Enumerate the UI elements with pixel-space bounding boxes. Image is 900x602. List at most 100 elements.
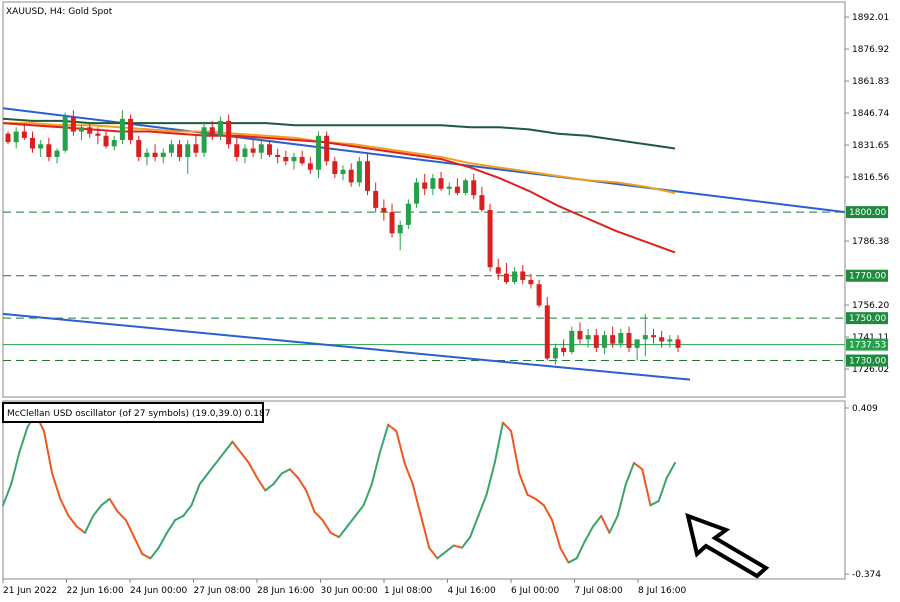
candle xyxy=(503,263,509,285)
candle-body xyxy=(160,152,166,157)
oscillator-segment xyxy=(256,476,267,492)
level-tag xyxy=(846,206,888,219)
candle-body xyxy=(569,330,575,353)
oscillator-segment xyxy=(92,504,103,517)
oscillator-segment xyxy=(419,514,431,549)
candle xyxy=(136,135,142,162)
candle xyxy=(365,152,371,196)
oscillator-segment xyxy=(67,514,78,528)
channel-lower-line xyxy=(2,312,691,381)
candle-body xyxy=(54,150,60,157)
oscillator-tick-label: -0.374 xyxy=(852,570,881,580)
candle xyxy=(177,140,183,162)
oscillator-segment xyxy=(264,483,275,492)
candle xyxy=(160,148,166,164)
candle xyxy=(242,144,248,164)
channel-lines xyxy=(2,107,846,381)
oscillator-segment xyxy=(321,519,332,534)
time-tick-label: 8 Jul 16:00 xyxy=(638,586,687,596)
candle-body xyxy=(373,190,379,208)
candle-body xyxy=(503,273,509,283)
candle xyxy=(103,131,109,149)
oscillator-segment xyxy=(583,525,595,543)
price-tick-label: 1831.65 xyxy=(852,141,889,151)
candle-body xyxy=(209,127,215,136)
indicator-label-box xyxy=(2,402,264,423)
oscillator-segment xyxy=(247,461,259,479)
oscillator-segment xyxy=(354,504,365,517)
level-tag-label: 1730.00 xyxy=(849,357,886,367)
candle-body xyxy=(13,131,19,143)
candle-body xyxy=(667,339,673,342)
oscillator-segment xyxy=(616,483,627,517)
time-tick-label: 1 Jul 08:00 xyxy=(384,586,433,596)
candle-body xyxy=(618,332,624,344)
ma-fast-line xyxy=(2,122,676,254)
candle xyxy=(405,199,411,230)
candle xyxy=(13,127,19,149)
candle-body xyxy=(87,127,93,134)
candle-body xyxy=(185,144,191,157)
candle-body xyxy=(487,209,493,268)
oscillator-segment xyxy=(272,472,283,486)
candle xyxy=(667,335,673,348)
price-tick-label: 1786.38 xyxy=(852,237,889,247)
candle-body xyxy=(136,140,142,157)
candle-body xyxy=(561,347,567,353)
oscillator-segment xyxy=(100,497,111,507)
oscillator-segment xyxy=(567,557,578,564)
candle xyxy=(634,339,640,361)
candles xyxy=(5,110,681,365)
time-tick-label: 22 Jun 16:00 xyxy=(67,586,124,596)
oscillator-axis: 0.409 -0.374 xyxy=(844,401,881,580)
oscillator-segment xyxy=(231,440,242,454)
candle-body xyxy=(168,144,174,153)
oscillator-segment xyxy=(665,461,676,479)
indicator-label: McClellan USD oscillator (of 27 symbols)… xyxy=(7,409,270,419)
level-tag-label: 1750.00 xyxy=(849,314,886,324)
oscillator-segment xyxy=(542,504,554,522)
oscillator-segment xyxy=(174,514,185,522)
candle xyxy=(275,148,281,164)
candle-body xyxy=(21,131,27,138)
oscillator-segment xyxy=(387,423,398,433)
candle xyxy=(185,140,191,174)
candle-body xyxy=(332,161,338,174)
candle xyxy=(446,182,452,196)
oscillator-segment xyxy=(223,440,234,454)
candle-body xyxy=(226,120,232,145)
candle xyxy=(430,173,436,196)
candle-body xyxy=(634,339,640,348)
candle-body xyxy=(291,156,297,162)
oscillator-segment xyxy=(329,531,340,539)
oscillator-segment xyxy=(215,451,226,464)
candle xyxy=(642,313,648,357)
oscillator-segment xyxy=(510,430,521,475)
candle xyxy=(21,123,27,141)
time-tick-label: 28 Jun 16:00 xyxy=(257,586,314,596)
candle xyxy=(487,203,493,272)
price-tick-label: 1756.20 xyxy=(852,301,889,311)
time-axis: 21 Jun 2022 22 Jun 16:00 24 Jun 00:00 27 Ju… xyxy=(2,578,845,596)
candle-body xyxy=(242,148,248,157)
candle-body xyxy=(307,163,313,170)
candle-body xyxy=(650,335,656,338)
price-tick-label: 1726.02 xyxy=(852,365,889,375)
candle xyxy=(454,178,460,196)
candle xyxy=(618,328,624,348)
candle-body xyxy=(536,284,542,306)
candle-body xyxy=(397,224,403,234)
candle xyxy=(585,328,591,348)
oscillator-segment xyxy=(10,451,21,486)
candle xyxy=(471,173,477,200)
candle-body xyxy=(177,144,183,157)
price-panel: XAUUSD, H4: Gold Spot xyxy=(2,1,846,398)
ma-mid-line xyxy=(3,122,676,194)
candle-body xyxy=(552,347,558,359)
channel-upper-line xyxy=(2,107,846,214)
oscillator-segment xyxy=(485,461,496,496)
moving-averages xyxy=(2,117,676,254)
oscillator-segment xyxy=(182,504,193,517)
candle-body xyxy=(275,154,281,157)
candle xyxy=(324,131,330,166)
